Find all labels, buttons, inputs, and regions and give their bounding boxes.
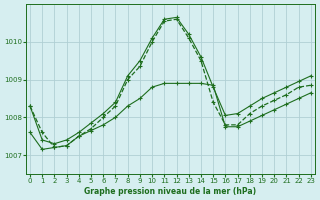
- X-axis label: Graphe pression niveau de la mer (hPa): Graphe pression niveau de la mer (hPa): [84, 187, 257, 196]
